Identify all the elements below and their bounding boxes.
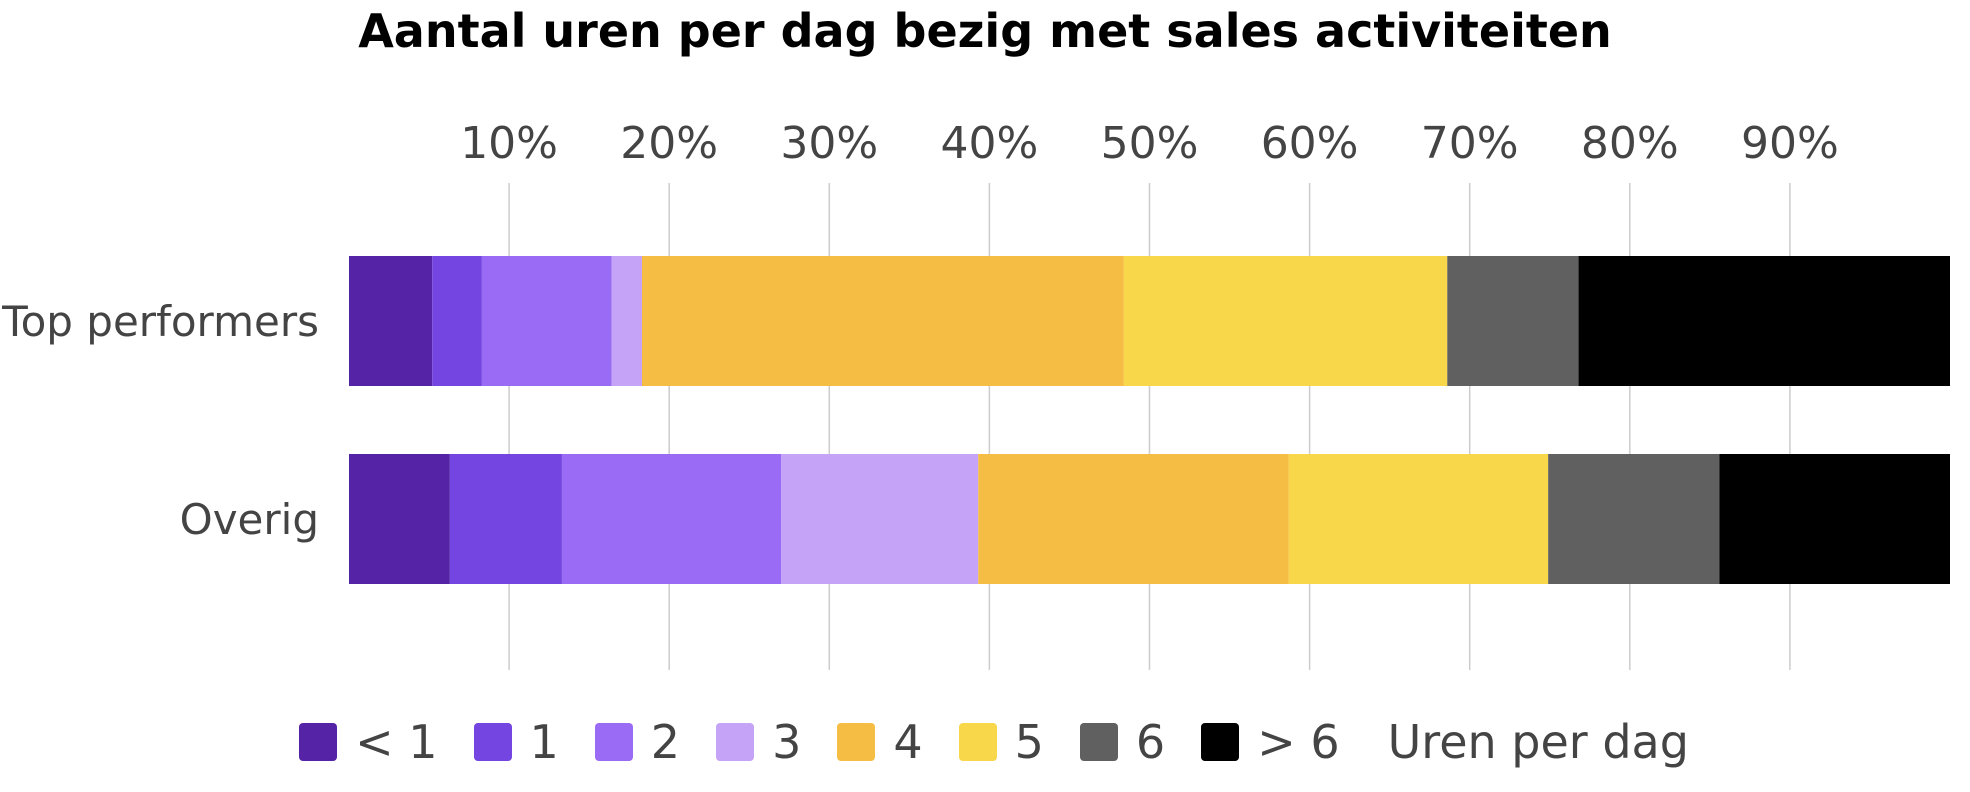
bar-segment-overig-1 [449,454,562,584]
legend-item-5: 5 [958,712,1044,772]
bar-segment-overig-3 [781,454,979,584]
legend-label: > 6 [1257,715,1340,769]
legend-swatch [473,723,512,761]
x-tick-label: 80% [1581,118,1679,169]
x-tick-label: 20% [620,118,718,169]
category-label: Overig [180,495,319,544]
bar-segment-top-performers-3 [611,256,642,386]
legend-item-6: 6 [1079,712,1166,772]
bar-segment-overig-2 [561,454,782,584]
legend-label: 1 [529,715,559,769]
legend-item-lt-1: < 1 [299,712,438,772]
x-tick-label: 30% [780,118,878,169]
bar-segment-top-performers-6 [1447,256,1579,386]
legend-item-2: 2 [594,712,681,772]
legend-item-1: 1 [473,712,559,772]
legend-title: Uren per dag [1387,715,1689,769]
bar-segment-overig-4 [978,454,1289,584]
bar-segment-top-performers-4 [641,256,1124,386]
legend-swatch [958,723,997,761]
legend-label: 5 [1014,715,1044,769]
bar-segment-overig-6 [1548,454,1720,584]
legend-label: 6 [1135,715,1166,769]
legend-swatch [1079,723,1118,761]
x-tick-label: 10% [460,118,558,169]
legend-swatch [299,723,338,761]
legend-swatch [837,723,876,761]
x-tick-label: 90% [1741,118,1839,169]
legend-label: 4 [893,715,923,769]
legend-label: < 1 [355,715,438,769]
legend-label: 3 [772,715,802,769]
stacked-bar-chart: 10% 20% 30% 40% 50% 60% 70% 80% 90% Top performer… [1,118,1950,670]
bar-segment-top-performers-1 [432,256,482,386]
legend: < 1 1 2 3 4 5 6 > 6 Uren per dag [0,712,1970,772]
legend-swatch [1201,723,1240,761]
x-tick-label: 60% [1261,118,1359,169]
bar-segment-top-performers-5 [1123,256,1448,386]
chart-title: Aantal uren per dag bezig met sales acti… [358,4,1612,58]
legend-item-3: 3 [716,712,801,772]
bar-segment-top-performers-lt-1 [349,256,433,386]
x-tick-label: 70% [1421,118,1519,169]
legend-swatch [716,723,755,761]
legend-item-4: 4 [837,712,923,772]
bar-segment-overig-5 [1288,454,1549,584]
bar-segment-overig-lt-1 [349,454,450,584]
bar-segment-overig-gt-6 [1719,454,1950,584]
category-label: Top performers [1,297,319,346]
bar-segment-top-performers-2 [481,256,612,386]
legend-label: 2 [650,715,681,769]
x-tick-label: 40% [941,118,1039,169]
legend-swatch [594,723,633,761]
x-tick-label: 50% [1101,118,1199,169]
legend-item-gt-6: > 6 [1201,712,1340,772]
bar-segment-top-performers-gt-6 [1578,256,1950,386]
